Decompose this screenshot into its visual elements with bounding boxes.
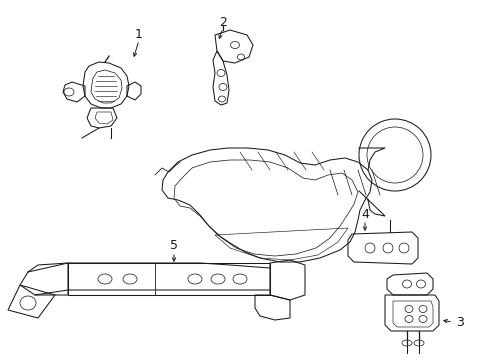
Text: 5: 5 (170, 239, 178, 252)
Text: 1: 1 (135, 27, 142, 41)
Text: 2: 2 (219, 15, 226, 28)
Text: 4: 4 (360, 207, 368, 220)
Text: 3: 3 (455, 315, 463, 328)
